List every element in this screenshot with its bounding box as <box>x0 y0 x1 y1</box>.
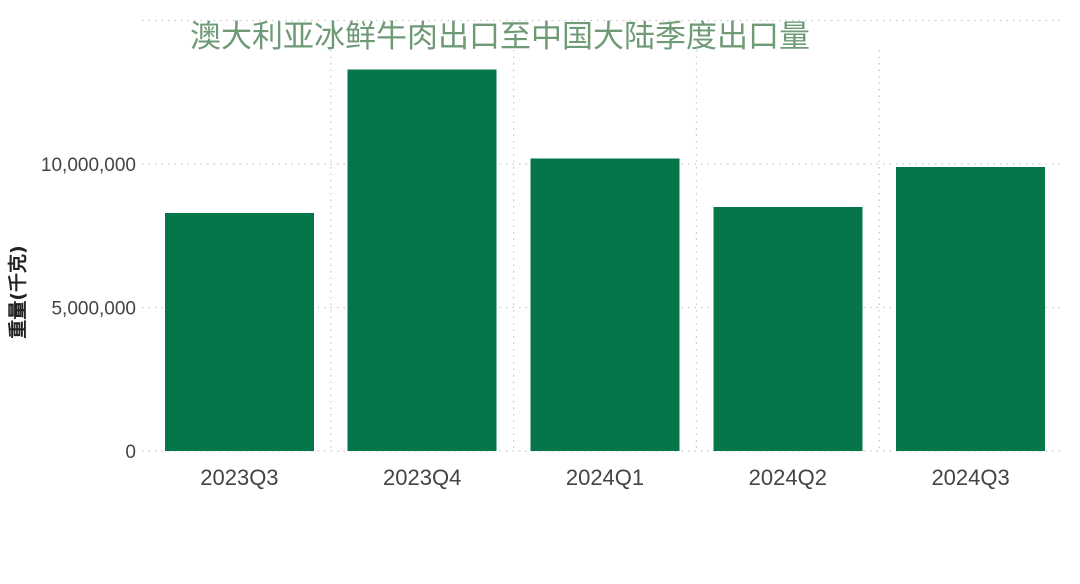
bar-2024Q2[interactable] <box>713 207 863 451</box>
bar-2024Q1[interactable] <box>530 158 680 451</box>
chart-title: 澳大利亚冰鲜牛肉出口至中国大陆季度出口量 <box>190 19 810 55</box>
x-axis-ticks: 2023Q3 2023Q4 2024Q1 2024Q2 2024Q3 <box>200 465 1009 490</box>
y-tick-label: 0 <box>125 442 136 463</box>
x-tick-label: 2023Q4 <box>383 465 461 490</box>
x-tick-label: 2024Q2 <box>749 465 827 490</box>
bar-2024Q3[interactable] <box>896 166 1046 451</box>
y-axis-label: 重量(千克) <box>6 245 29 338</box>
bar-2023Q3[interactable] <box>164 212 314 451</box>
bars <box>164 69 1046 451</box>
x-tick-label: 2024Q3 <box>931 465 1009 490</box>
y-tick-label: 5,000,000 <box>51 299 136 320</box>
x-tick-label: 2023Q3 <box>200 465 278 490</box>
bar-2023Q4[interactable] <box>347 69 497 451</box>
x-tick-label: 2024Q1 <box>566 465 644 490</box>
y-tick-label: 10,000,000 <box>41 155 136 176</box>
y-axis-ticks: 0 5,000,000 10,000,000 <box>41 155 136 463</box>
